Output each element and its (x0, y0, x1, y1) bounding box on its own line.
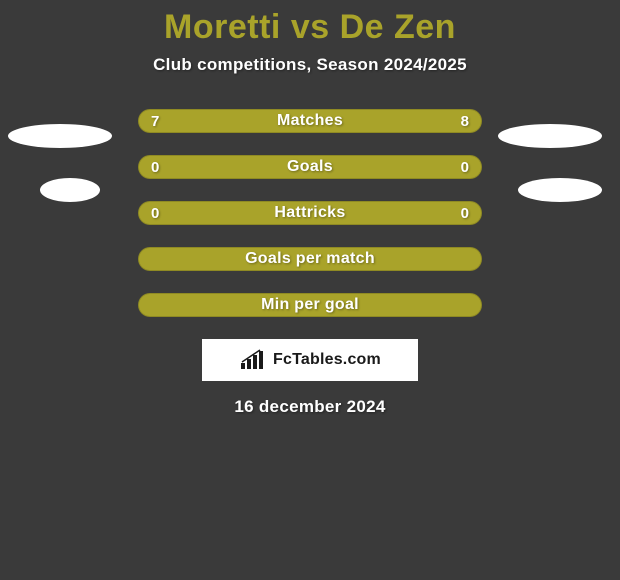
page-title: Moretti vs De Zen (0, 0, 620, 47)
stat-label: Matches (139, 112, 481, 130)
comparison-card: Moretti vs De Zen Club competitions, Sea… (0, 0, 620, 580)
stat-label: Goals (139, 158, 481, 176)
player1-name: Moretti (164, 8, 281, 46)
stat-row-goals-per-match: Goals per match (138, 247, 482, 271)
source-logo: FcTables.com (202, 339, 418, 381)
stat-row-min-per-goal: Min per goal (138, 293, 482, 317)
stat-label: Hattricks (139, 204, 481, 222)
stat-row-matches: 7 Matches 8 (138, 109, 482, 133)
stat-label: Goals per match (139, 250, 481, 268)
stat-row-goals: 0 Goals 0 (138, 155, 482, 179)
stat-row-hattricks: 0 Hattricks 0 (138, 201, 482, 225)
logo-text: FcTables.com (273, 351, 381, 369)
player2-name: De Zen (340, 8, 456, 46)
stats-area: 7 Matches 8 0 Goals 0 0 Hattricks 0 Goal… (0, 109, 620, 317)
subtitle: Club competitions, Season 2024/2025 (0, 55, 620, 75)
bars-icon (239, 349, 267, 371)
stat-label: Min per goal (139, 296, 481, 314)
date-label: 16 december 2024 (0, 397, 620, 417)
vs-separator: vs (291, 8, 330, 46)
